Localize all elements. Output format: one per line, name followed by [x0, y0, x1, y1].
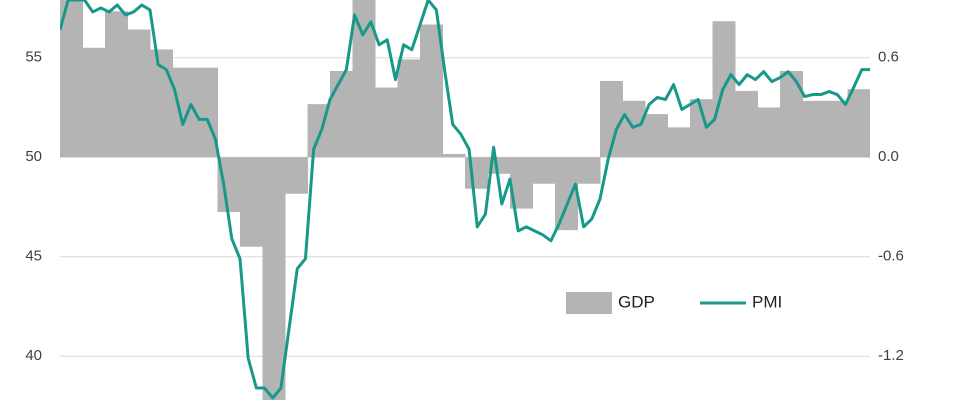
bar — [262, 157, 286, 400]
plot-area — [60, 0, 870, 400]
bar — [352, 0, 376, 158]
bar — [600, 80, 623, 158]
bar — [60, 0, 83, 158]
bar — [577, 157, 601, 184]
bar — [105, 11, 128, 158]
y-tick-label: 50 — [25, 148, 42, 165]
bar — [532, 157, 556, 184]
y-tick-label: 45 — [25, 248, 42, 265]
y2-tick-label: -0.6 — [878, 248, 904, 265]
bar — [82, 47, 106, 158]
y2-tick-label: -1.2 — [878, 347, 904, 364]
bar — [825, 100, 848, 158]
line — [60, 0, 870, 400]
y2-tick-label: 0.0 — [878, 148, 899, 165]
bar — [397, 59, 421, 158]
bar — [780, 70, 803, 158]
bar — [465, 157, 488, 189]
bar — [847, 89, 870, 158]
bar — [442, 153, 466, 158]
bar — [375, 87, 398, 158]
y-tick-label: 40 — [25, 347, 42, 364]
y2-tick-label: 0.6 — [878, 49, 899, 66]
bar — [690, 99, 713, 158]
legend-swatch — [566, 292, 612, 314]
bar — [127, 29, 151, 158]
bar — [622, 100, 646, 158]
bar — [195, 67, 218, 158]
bar — [802, 100, 826, 158]
legend-label: PMI — [752, 292, 782, 311]
bar — [667, 127, 691, 158]
bar — [510, 157, 533, 209]
legend-label: GDP — [618, 292, 655, 311]
bar — [217, 157, 241, 212]
bar — [172, 67, 196, 158]
bar — [555, 157, 578, 231]
legend: GDP PMI — [566, 292, 782, 314]
bar — [757, 107, 781, 158]
bar — [240, 157, 263, 247]
bar — [150, 49, 173, 158]
bar — [420, 24, 443, 158]
y-tick-label: 55 — [25, 49, 42, 66]
bar — [645, 114, 668, 158]
axes: -1.2 -0.6 0.0 0.6 40 45 50 55 — [25, 49, 904, 365]
bar — [330, 70, 353, 158]
bar — [735, 90, 758, 158]
bar — [285, 157, 308, 194]
